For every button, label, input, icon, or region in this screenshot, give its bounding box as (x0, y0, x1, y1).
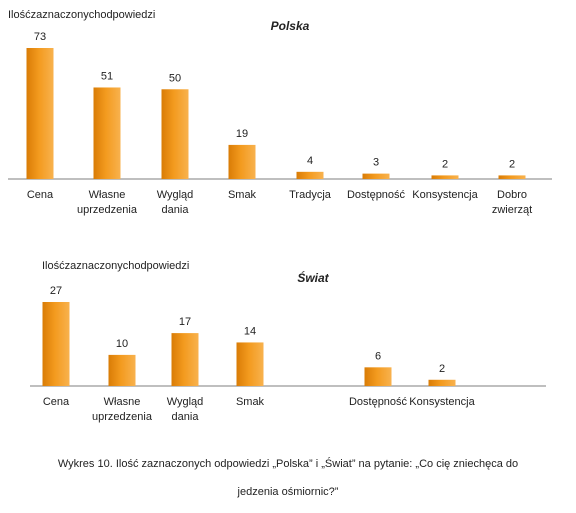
chart-swiat-tick-label-6: Konsystencja (409, 396, 475, 408)
chart-polska-bar-7 (498, 175, 526, 179)
chart-swiat-value-label-6: 2 (439, 363, 445, 375)
chart-swiat-tick-label-3: Smak (236, 396, 265, 408)
chart-swiat-bar-5 (364, 367, 392, 386)
chart-swiat-bar-3 (236, 342, 264, 386)
chart-polska-tick-label-4: Tradycja (289, 189, 332, 201)
chart-swiat-svg: Ilośćzaznaczonychodpowiedzi Świat 27 Cena 10… (30, 260, 546, 423)
chart-swiat-value-label-1: 10 (116, 338, 128, 350)
chart-polska-tick-label-3: Smak (228, 189, 257, 201)
chart-swiat-title: Świat (297, 270, 329, 285)
chart-polska-tick-label-5: Dostępność (347, 189, 406, 201)
chart-polska-value-label-3: 19 (236, 128, 248, 140)
chart-swiat-value-label-0: 27 (50, 285, 62, 297)
chart-polska-value-label-7: 2 (509, 158, 515, 170)
chart-polska-tick-label-1: Własne uprzedzenia (77, 189, 138, 216)
chart-polska-value-label-6: 2 (442, 158, 448, 170)
chart-polska-bar-5 (362, 173, 390, 179)
chart-swiat-bar-0 (42, 302, 70, 386)
chart-swiat-value-label-5: 6 (375, 350, 381, 362)
chart-polska-y-axis-label: Ilośćzaznaczonychodpowiedzi (8, 9, 155, 21)
caption-line-1: Wykres 10. Ilość zaznaczonych odpowiedzi… (57, 458, 519, 470)
chart-polska-bar-4 (296, 171, 324, 179)
chart-swiat-value-label-3: 14 (244, 325, 256, 337)
chart-swiat-bar-1 (108, 354, 136, 386)
chart-polska-value-label-1: 51 (101, 70, 113, 82)
chart-polska-svg: Ilośćzaznaczonychodpowiedzi Polska 73 Cena 5… (8, 9, 552, 216)
chart-polska-value-label-4: 4 (307, 155, 313, 167)
chart-polska-value-label-0: 73 (34, 31, 46, 43)
chart-swiat-tick-label-2: Wygląd dania (167, 396, 204, 423)
chart-swiat-tick-label-5: Dostępność (349, 396, 408, 408)
chart-swiat-y-axis-label: Ilośćzaznaczonychodpowiedzi (42, 260, 189, 272)
chart-polska: Ilośćzaznaczonychodpowiedzi Polska 73 Cena 5… (0, 0, 576, 240)
chart-polska-bar-3 (228, 144, 256, 179)
chart-polska-bar-6 (431, 175, 459, 179)
chart-polska-tick-label-2: Wygląd dania (157, 189, 194, 216)
chart-swiat-tick-label-0: Cena (43, 396, 70, 408)
chart-swiat-bar-6 (428, 379, 456, 386)
chart-polska-bar-0 (26, 48, 54, 179)
chart-polska-value-label-2: 50 (169, 72, 181, 84)
chart-polska-bar-2 (161, 89, 189, 179)
chart-polska-tick-label-0: Cena (27, 189, 54, 201)
chart-swiat-tick-label-1: Własne uprzedzenia (92, 396, 153, 423)
chart-polska-title: Polska (271, 19, 310, 33)
chart-swiat-value-label-2: 17 (179, 316, 191, 328)
chart-polska-bar-1 (93, 87, 121, 179)
chart-polska-tick-label-7: Dobro zwierząt (492, 189, 532, 216)
chart-polska-value-label-5: 3 (373, 157, 379, 169)
caption-line-2: jedzenia ośmiornic?” (237, 486, 339, 498)
figure-caption: Wykres 10. Ilość zaznaczonych odpowiedzi… (0, 450, 576, 506)
chart-swiat: Ilośćzaznaczonychodpowiedzi Świat 27 Cena 10… (0, 250, 576, 440)
chart-swiat-bar-2 (171, 333, 199, 386)
chart-polska-tick-label-6: Konsystencja (412, 189, 478, 201)
